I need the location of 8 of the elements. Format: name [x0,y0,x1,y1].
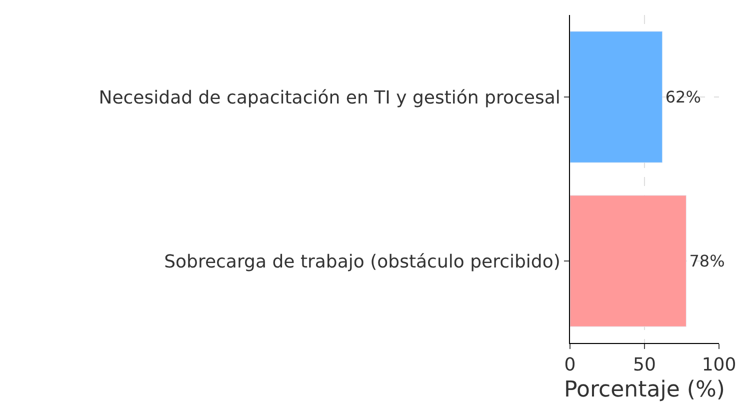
data-label: 78% [689,252,725,270]
x-tick-label: 0 [564,354,576,376]
y-tick-label: Necesidad de capacitación en TI y gestión procesal [98,87,560,108]
x-tick-label: 50 [633,354,656,376]
data-label: 62% [665,88,701,106]
y-tick-label: Sobrecarga de trabajo (obstáculo percibido) [164,251,560,272]
x-tick-label: 100 [702,354,736,376]
x-axis-title: Porcentaje (%) [564,378,725,402]
